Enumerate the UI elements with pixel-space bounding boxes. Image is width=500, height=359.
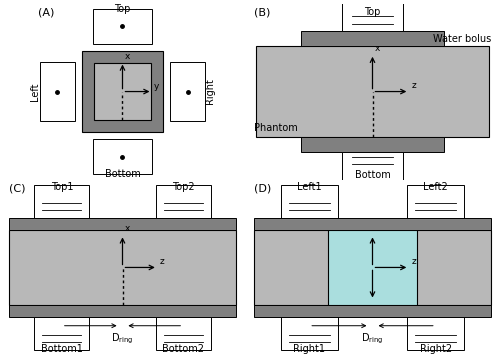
Bar (256, 46, 489, 137)
Text: Top2: Top2 (172, 182, 195, 192)
Text: Bottom: Bottom (354, 169, 390, 180)
Text: y: y (374, 303, 380, 312)
Text: Phantom: Phantom (254, 123, 298, 133)
Bar (40, 62, 75, 121)
Bar (301, 137, 444, 152)
Bar (342, 152, 403, 190)
Bar (407, 317, 465, 350)
Text: Top: Top (364, 8, 380, 17)
Bar (328, 230, 418, 305)
Text: D$_{\mathregular{ring}}$: D$_{\mathregular{ring}}$ (112, 331, 134, 346)
Bar (156, 185, 210, 218)
Bar (342, 0, 403, 31)
Text: (A): (A) (38, 7, 54, 17)
Text: (D): (D) (254, 184, 272, 194)
Bar (92, 139, 152, 174)
Text: Left1: Left1 (297, 182, 322, 192)
Text: (C): (C) (9, 184, 26, 194)
Bar (9, 230, 236, 305)
Bar (254, 230, 491, 305)
Text: x: x (124, 52, 130, 61)
Text: Top: Top (114, 4, 130, 14)
Bar (82, 51, 163, 132)
Bar (301, 31, 444, 46)
Bar (92, 9, 152, 44)
Text: Top1: Top1 (50, 182, 73, 192)
Bar (156, 317, 210, 350)
Bar (9, 218, 236, 230)
Text: x: x (124, 224, 130, 233)
Text: y: y (154, 81, 158, 91)
Text: Bottom1: Bottom1 (41, 344, 82, 354)
Bar (34, 185, 89, 218)
Bar (9, 305, 236, 317)
Bar (254, 305, 491, 317)
Text: Left: Left (30, 82, 40, 101)
Bar (94, 64, 150, 120)
Text: Bottom: Bottom (104, 169, 141, 179)
Text: z: z (412, 257, 416, 266)
Text: D$_{\mathregular{ring}}$: D$_{\mathregular{ring}}$ (362, 331, 384, 346)
Bar (34, 317, 89, 350)
Text: x: x (374, 224, 380, 233)
Bar (280, 317, 338, 350)
Text: Right1: Right1 (293, 344, 325, 354)
Text: z: z (412, 81, 416, 90)
Text: Bottom2: Bottom2 (162, 344, 204, 354)
Text: x: x (374, 43, 380, 52)
Bar (254, 218, 491, 230)
Text: Water bolus: Water bolus (432, 34, 491, 44)
Text: (B): (B) (254, 8, 270, 17)
Text: Left2: Left2 (424, 182, 448, 192)
Bar (407, 185, 465, 218)
Bar (280, 185, 338, 218)
Text: z: z (160, 257, 164, 266)
Bar (170, 62, 205, 121)
Text: Right2: Right2 (420, 344, 452, 354)
Text: Right: Right (204, 79, 214, 104)
